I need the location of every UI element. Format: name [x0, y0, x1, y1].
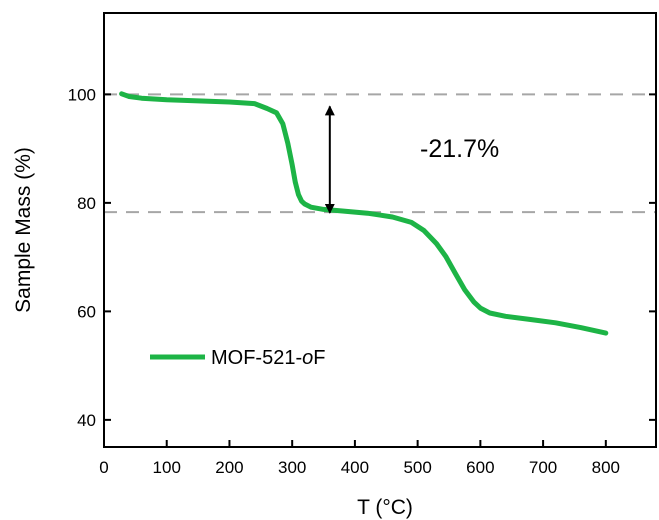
x-tick-label: 300 [278, 458, 306, 477]
legend-label-italic: o [302, 347, 313, 369]
legend-label-prefix: MOF-521- [211, 347, 302, 369]
axis-ticks: 0 100 200 300 400 500 600 700 800 40 60 80 100 [68, 85, 656, 477]
series-line-0 [119, 91, 609, 336]
legend-label-suffix: F [313, 347, 325, 369]
y-tick-label: 60 [77, 302, 96, 321]
y-tick-label: 40 [77, 411, 96, 430]
y-axis-title: Sample Mass (%) [12, 147, 35, 313]
x-tick-label: 800 [592, 458, 620, 477]
x-tick-label: 200 [215, 458, 243, 477]
y-tick-label: 80 [77, 194, 96, 213]
series-layer [119, 91, 609, 336]
x-axis-title: T (°C) [357, 496, 413, 519]
x-tick-label: 700 [529, 458, 557, 477]
legend-label: MOF-521-oF [211, 347, 325, 369]
x-tick-label: 400 [341, 458, 369, 477]
reference-lines [104, 93, 656, 214]
mass-loss-annotation: -21.7% [420, 135, 499, 163]
x-tick-label: 600 [466, 458, 494, 477]
x-tick-label: 500 [403, 458, 431, 477]
legend: MOF-521-oF [150, 347, 325, 369]
plot-frame [103, 12, 657, 448]
x-tick-label: 100 [153, 458, 181, 477]
x-tick-label: 0 [99, 458, 108, 477]
y-tick-label: 100 [68, 85, 96, 104]
